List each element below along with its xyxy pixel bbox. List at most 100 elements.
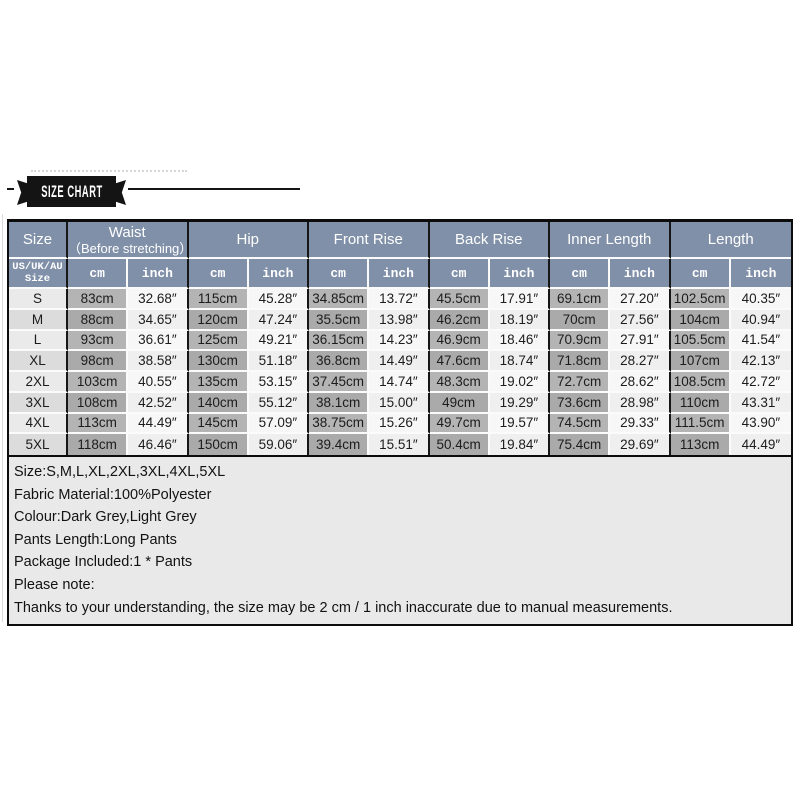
left-edge-shadow (2, 214, 3, 622)
cell-inch-value: 40.35″ (730, 289, 791, 310)
note-line-pants-length: Pants Length:Long Pants (14, 531, 177, 548)
cell-cm-value: 107cm (670, 351, 731, 372)
note-line-please-note: Please note: (14, 576, 95, 593)
horizontal-rule (128, 188, 300, 190)
cell-inch-value: 27.56″ (610, 309, 671, 331)
cell-cm-value: 108cm (68, 392, 129, 414)
cell-inch-value: 40.55″ (128, 372, 189, 393)
header-unit-inch: inch (610, 259, 671, 289)
cell-inch-value: 43.31″ (730, 392, 791, 414)
header-unit-cm: cm (670, 259, 731, 289)
header-unit-inch: inch (730, 259, 791, 289)
cell-cm-value: 140cm (188, 392, 249, 414)
ribbon-tail-left-icon (17, 180, 28, 205)
cell-inch-value: 34.65″ (128, 309, 189, 331)
cell-cm-value: 47.6cm (429, 351, 490, 372)
cell-cm-value: 93cm (68, 330, 129, 352)
cell-inch-value: 19.29″ (489, 392, 550, 414)
cell-cm-value: 113cm (68, 413, 129, 435)
row-size-label: XL (9, 351, 68, 372)
cell-inch-value: 42.13″ (730, 351, 791, 372)
row-size-label: 2XL (9, 372, 68, 393)
size-table: Size Waist （Before stretching） Hip Front Ris… (9, 222, 791, 455)
cell-cm-value: 37.45cm (309, 372, 370, 393)
header-unit-inch: inch (248, 259, 309, 289)
cell-inch-value: 32.68″ (128, 289, 189, 310)
cell-inch-value: 49.21″ (248, 330, 309, 352)
cell-inch-value: 15.00″ (369, 392, 430, 414)
dash-decoration (7, 188, 14, 190)
header-group: Back Rise (429, 222, 550, 259)
cell-inch-value: 18.19″ (489, 309, 550, 331)
cell-cm-value: 115cm (188, 289, 249, 310)
row-size-label: 3XL (9, 392, 68, 414)
cell-cm-value: 145cm (188, 413, 249, 435)
cell-inch-value: 51.18″ (248, 351, 309, 372)
cell-inch-value: 44.49″ (730, 434, 791, 455)
cell-cm-value: 130cm (188, 351, 249, 372)
note-line-sizes: Size:S,M,L,XL,2XL,3XL,4XL,5XL (14, 464, 226, 480)
header-unit-inch: inch (128, 259, 189, 289)
cell-inch-value: 42.72″ (730, 372, 791, 393)
row-size-label: 4XL (9, 413, 68, 435)
cell-cm-value: 45.5cm (429, 289, 490, 310)
cell-cm-value: 113cm (670, 434, 731, 455)
cell-cm-value: 39.4cm (309, 434, 370, 455)
cell-inch-value: 19.84″ (489, 434, 550, 455)
row-size-label: M (9, 309, 68, 331)
cell-inch-value: 27.20″ (610, 289, 671, 310)
ribbon-title: SIZE CHART (40, 181, 103, 201)
cell-inch-value: 27.91″ (610, 330, 671, 352)
product-notes: Size:S,M,L,XL,2XL,3XL,4XL,5XL Fabric Mat… (9, 455, 791, 624)
cell-inch-value: 14.49″ (369, 351, 430, 372)
cell-inch-value: 15.26″ (369, 413, 430, 435)
note-line-disclaimer: Thanks to your understanding, the size m… (14, 599, 673, 616)
cell-cm-value: 102.5cm (670, 289, 731, 310)
cell-cm-value: 49cm (429, 392, 490, 414)
header-unit-inch: inch (489, 259, 550, 289)
cell-cm-value: 38.75cm (309, 413, 370, 435)
cell-cm-value: 111.5cm (670, 413, 731, 435)
cell-cm-value: 46.2cm (429, 309, 490, 331)
cell-cm-value: 150cm (188, 434, 249, 455)
cell-inch-value: 28.27″ (610, 351, 671, 372)
cell-cm-value: 98cm (68, 351, 129, 372)
cell-cm-value: 110cm (670, 392, 731, 414)
cell-cm-value: 72.7cm (550, 372, 611, 393)
cell-cm-value: 118cm (68, 434, 129, 455)
header-unit-cm: cm (429, 259, 490, 289)
header-group: Hip (188, 222, 309, 259)
cell-inch-value: 28.98″ (610, 392, 671, 414)
cell-cm-value: 70.9cm (550, 330, 611, 352)
cell-inch-value: 18.74″ (489, 351, 550, 372)
cell-inch-value: 53.15″ (248, 372, 309, 393)
cell-cm-value: 38.1cm (309, 392, 370, 414)
note-line-package: Package Included:1 * Pants (14, 554, 193, 571)
cell-inch-value: 46.46″ (128, 434, 189, 455)
row-size-label: S (9, 289, 68, 310)
row-size-label: 5XL (9, 434, 68, 455)
cell-inch-value: 19.02″ (489, 372, 550, 393)
ribbon-tail-right-icon (115, 180, 126, 205)
cell-cm-value: 49.7cm (429, 413, 490, 435)
cell-inch-value: 57.09″ (248, 413, 309, 435)
cell-cm-value: 48.3cm (429, 372, 490, 393)
cell-cm-value: 36.15cm (309, 330, 370, 352)
cell-inch-value: 36.61″ (128, 330, 189, 352)
header-size: Size (9, 222, 68, 259)
cell-inch-value: 41.54″ (730, 330, 791, 352)
cell-inch-value: 29.33″ (610, 413, 671, 435)
cell-inch-value: 40.94″ (730, 309, 791, 331)
cell-cm-value: 88cm (68, 309, 129, 331)
cell-cm-value: 103cm (68, 372, 129, 393)
cell-cm-value: 35.5cm (309, 309, 370, 331)
header-unit-cm: cm (188, 259, 249, 289)
cell-cm-value: 104cm (670, 309, 731, 331)
size-table-frame: Size Waist （Before stretching） Hip Front Ris… (7, 219, 793, 626)
cell-cm-value: 34.85cm (309, 289, 370, 310)
cell-inch-value: 47.24″ (248, 309, 309, 331)
header-unit-inch: inch (369, 259, 430, 289)
header-size-standard: US/UK/AU Size (9, 259, 68, 289)
cell-cm-value: 105.5cm (670, 330, 731, 352)
